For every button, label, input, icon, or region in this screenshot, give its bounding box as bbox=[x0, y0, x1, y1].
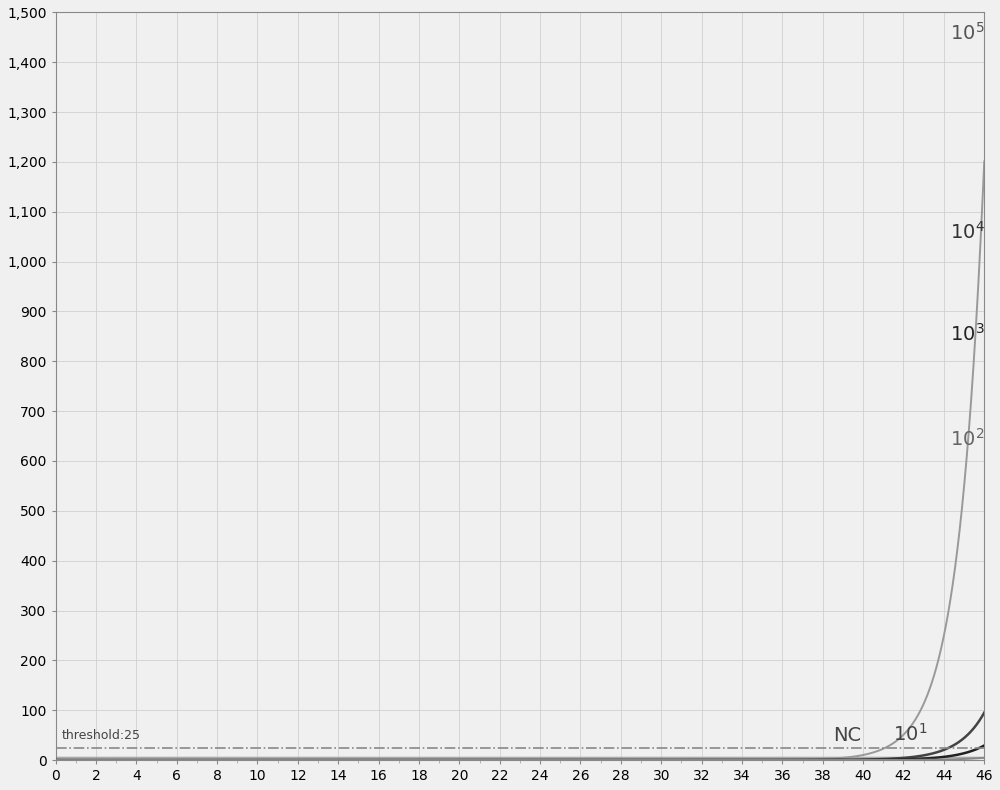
Text: $10^5$: $10^5$ bbox=[950, 21, 984, 43]
Text: $10^3$: $10^3$ bbox=[950, 323, 984, 345]
Text: threshold:25: threshold:25 bbox=[62, 728, 141, 742]
Text: $10^2$: $10^2$ bbox=[950, 427, 984, 450]
Text: $10^1$: $10^1$ bbox=[893, 723, 928, 745]
Text: $10^4$: $10^4$ bbox=[950, 220, 985, 243]
Text: NC: NC bbox=[833, 726, 861, 745]
